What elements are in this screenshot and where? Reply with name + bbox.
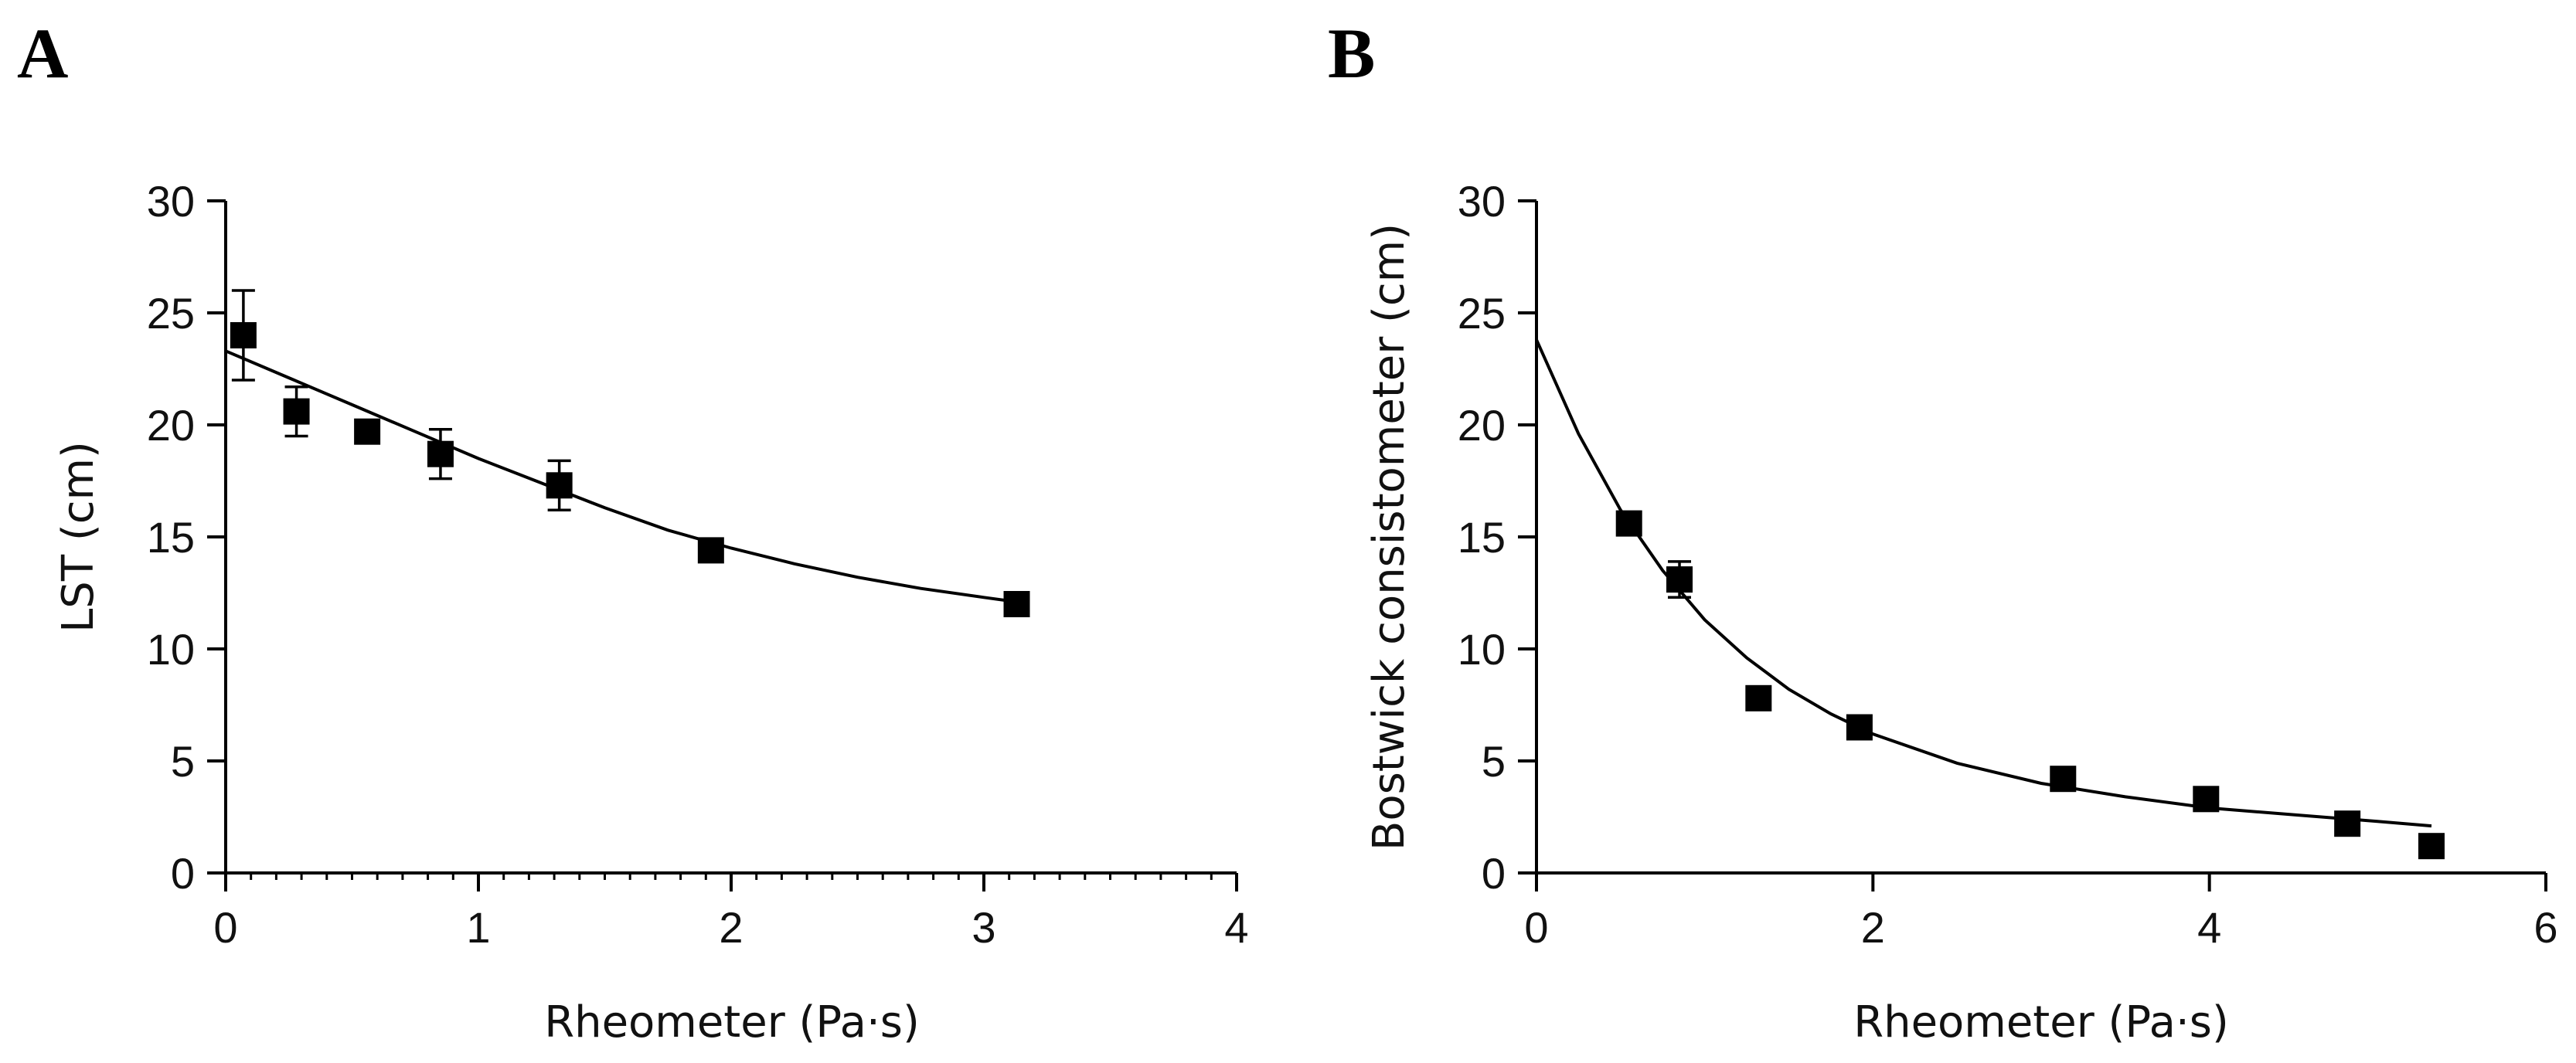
- panel-b-data-point: [1846, 714, 1873, 741]
- panel-a-data-point: [354, 418, 381, 445]
- panel-b-data-point: [2193, 786, 2220, 813]
- panel-b-axes: 0 5 10 15 20 25 30 0 2 4 6: [1458, 177, 2558, 952]
- panel-a-y-tick-label: 25: [147, 289, 195, 338]
- panel-a-points: [230, 289, 1030, 617]
- panel-b-y-tick-label: 30: [1458, 177, 1506, 226]
- panel-a-data-point: [697, 537, 724, 564]
- panel-b-y-axis-title: Bostwick consistometer (cm): [1364, 223, 1414, 851]
- panel-b-data-point: [2050, 766, 2077, 793]
- panel-a-y-tick-label: 10: [147, 625, 195, 674]
- panel-a-y-axis-title: LST (cm): [53, 441, 104, 633]
- panel-a-data-point: [546, 472, 573, 499]
- panel-a-x-axis-title: Rheometer (Pa·s): [544, 997, 920, 1048]
- panel-b-x-tick-label: 4: [2197, 903, 2221, 952]
- panel-b-data-point: [2418, 833, 2445, 860]
- panel-a-y-tick-label: 0: [171, 849, 195, 898]
- panel-b-y-tick-label: 25: [1458, 289, 1506, 338]
- panel-a-data-point: [427, 440, 454, 467]
- panel-a-fit-curve: [225, 349, 1017, 604]
- panel-b: B 0 5 10 15 20 25 30 0 2 4 6 Rheometer (Pa·s) Bost…: [1328, 14, 2558, 1048]
- panel-b-data-point: [2334, 810, 2361, 837]
- panel-b-x-tick-label: 6: [2533, 903, 2557, 952]
- panel-a-fit-layer: [225, 349, 1017, 604]
- panel-b-data-point: [1615, 510, 1642, 537]
- panel-b-y-tick-label: 0: [1482, 849, 1506, 898]
- panel-b-y-tick-label: 10: [1458, 625, 1506, 674]
- panel-a-x-tick-label: 1: [466, 903, 490, 952]
- panel-a-data-point: [283, 398, 310, 425]
- panel-a-axes: 0 5 10 15 20 25 30 0 1 2 3 4: [147, 177, 1249, 952]
- panel-a-y-tick-label: 30: [147, 177, 195, 226]
- panel-b-y-tick-label: 5: [1482, 737, 1506, 786]
- panel-b-data-point: [1745, 684, 1772, 711]
- panel-a-y-tick-label: 15: [147, 513, 195, 562]
- panel-a: A 0 5 10 15 20 25 30 0 1 2 3 4 Rheometer (Pa·s) LST…: [17, 14, 1249, 1048]
- panel-a-letter: A: [17, 14, 68, 93]
- panel-a-data-point: [1003, 591, 1030, 617]
- panel-a-data-point: [230, 322, 257, 348]
- panel-b-points: [1615, 510, 2445, 860]
- panel-b-y-tick-label: 15: [1458, 513, 1506, 562]
- panel-a-x-tick-label: 3: [972, 903, 995, 952]
- panel-b-x-tick-label: 2: [1861, 903, 1885, 952]
- panel-b-x-axis-title: Rheometer (Pa·s): [1853, 997, 2229, 1048]
- panel-a-x-tick-label: 4: [1224, 903, 1248, 952]
- panel-a-y-tick-label: 5: [171, 737, 195, 786]
- panel-b-y-tick-label: 20: [1458, 401, 1506, 450]
- panel-a-x-tick-label: 0: [213, 903, 237, 952]
- panel-b-x-tick-label: 0: [1524, 903, 1548, 952]
- panel-b-data-point: [1666, 566, 1693, 593]
- panel-b-letter: B: [1328, 14, 1375, 93]
- panel-a-y-tick-label: 20: [147, 401, 195, 450]
- panel-a-x-tick-label: 2: [719, 903, 743, 952]
